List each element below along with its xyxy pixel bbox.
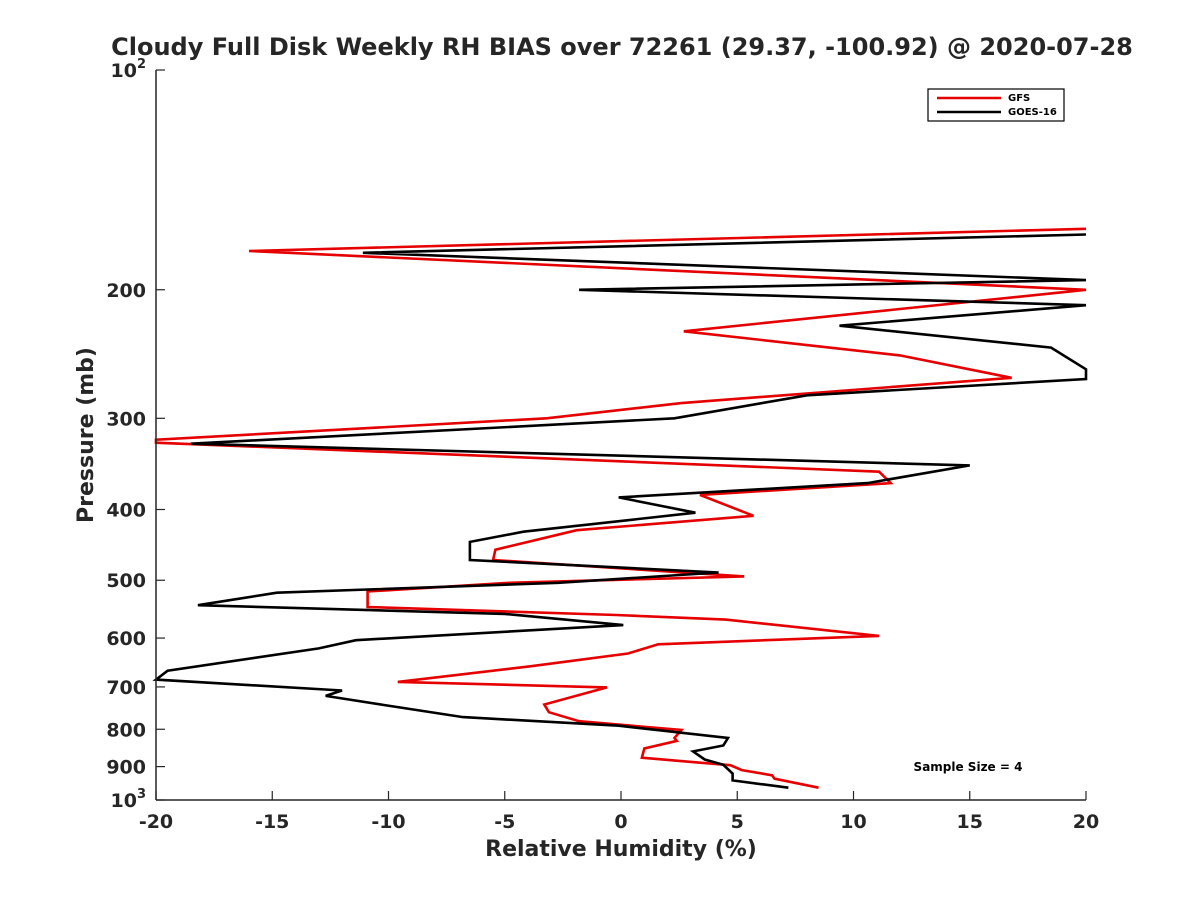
- plot-area: [156, 70, 1086, 800]
- x-axis-label: Relative Humidity (%): [485, 837, 757, 862]
- series-lines: [152, 227, 1088, 789]
- y-axis-label: Pressure (mb): [74, 347, 99, 523]
- y-tick-label: 800: [106, 719, 146, 741]
- x-tick-label: 20: [1073, 811, 1099, 833]
- x-tick-label: 0: [614, 811, 627, 833]
- x-tick-label: 10: [840, 811, 866, 833]
- y-tick-label: 102: [111, 57, 147, 82]
- y-tick-label: 600: [106, 628, 146, 650]
- x-tick-label: -15: [255, 811, 289, 833]
- series-line-gfs: [154, 227, 1087, 789]
- y-tick-label: 500: [106, 570, 146, 592]
- y-tick-label: 103: [111, 787, 147, 812]
- legend: GFS GOES-16: [927, 88, 1065, 122]
- chart-title: Cloudy Full Disk Weekly RH BIAS over 722…: [111, 33, 1133, 61]
- y-tick-label: 300: [106, 408, 146, 430]
- x-tick-label: 5: [731, 811, 744, 833]
- sample-size-annotation: Sample Size = 4: [914, 760, 1023, 774]
- x-tick-label: -20: [139, 811, 173, 833]
- y-tick-label: 900: [106, 757, 146, 779]
- legend-label-gfs: GFS: [1008, 93, 1030, 104]
- y-tick-label: 700: [106, 677, 146, 699]
- legend-box: [927, 88, 1065, 122]
- x-tick-label: -10: [371, 811, 405, 833]
- x-tick-label: -5: [494, 811, 515, 833]
- x-axis-ticks: -20 -15 -10 -5 0 5 10 15 20: [139, 791, 1099, 833]
- y-tick-label: 400: [106, 500, 146, 522]
- y-tick-label: 200: [106, 280, 146, 302]
- x-tick-label: 15: [957, 811, 983, 833]
- legend-label-goes-16: GOES-16: [1008, 107, 1057, 118]
- y-axis-ticks: 102 200 300 400 500 600 700 800 900 103: [106, 57, 165, 812]
- series-line-goes-16: [152, 233, 1088, 789]
